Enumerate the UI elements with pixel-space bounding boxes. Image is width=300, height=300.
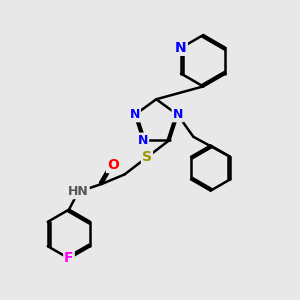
Text: N: N bbox=[130, 108, 140, 121]
Text: N: N bbox=[172, 108, 183, 121]
Text: F: F bbox=[64, 251, 74, 266]
Text: HN: HN bbox=[68, 185, 89, 198]
Text: S: S bbox=[142, 150, 152, 164]
Text: O: O bbox=[107, 158, 119, 172]
Text: N: N bbox=[138, 134, 148, 147]
Text: N: N bbox=[175, 41, 187, 55]
